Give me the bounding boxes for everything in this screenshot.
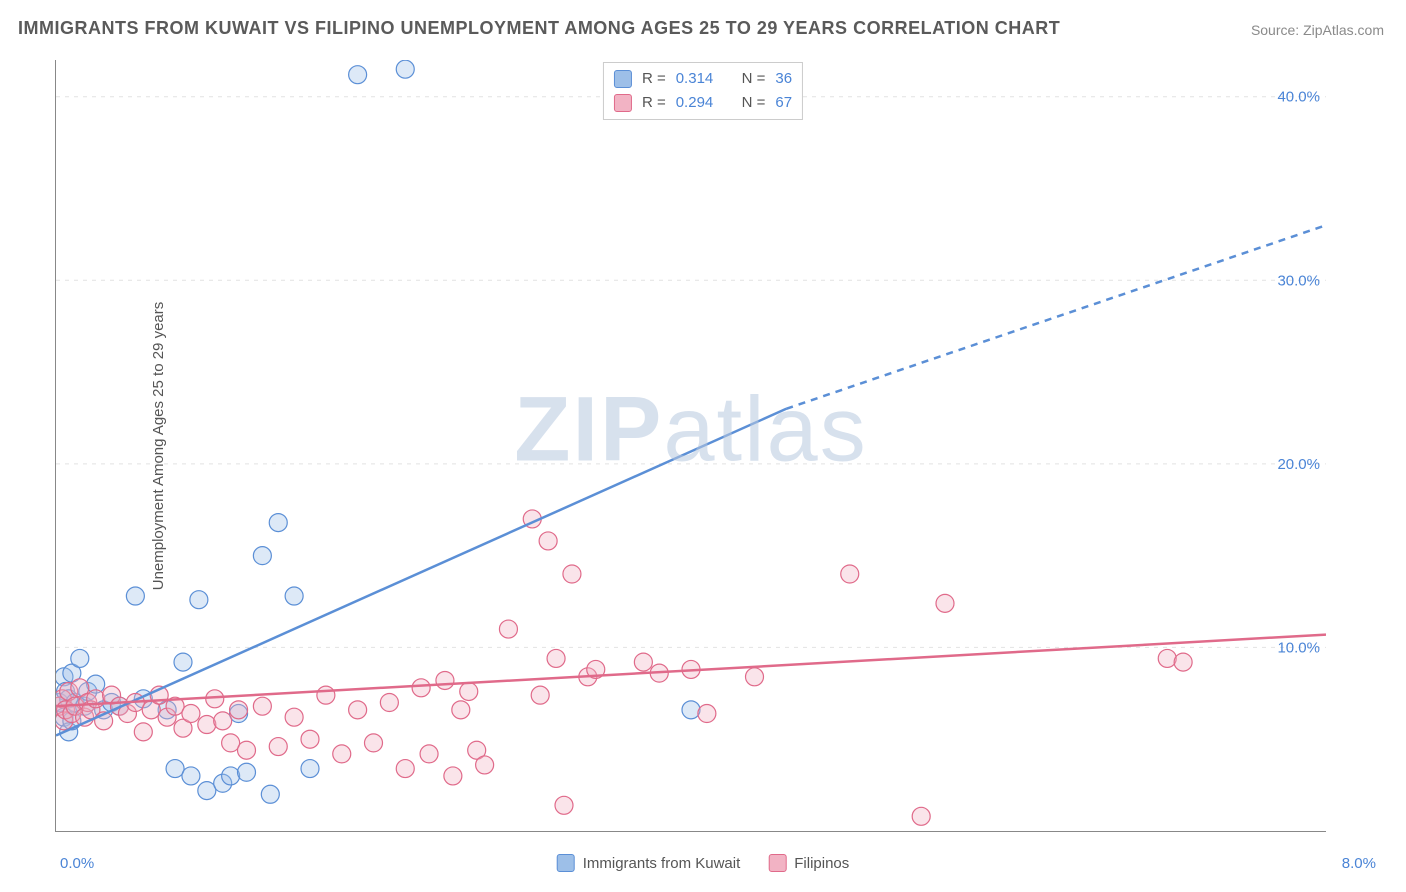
series-label-filipinos: Filipinos [794,855,849,872]
legend-row-kuwait: R = 0.314 N = 36 [614,67,792,91]
svg-text:30.0%: 30.0% [1277,272,1320,289]
svg-text:20.0%: 20.0% [1277,456,1320,473]
plot-area: ZIPatlas 10.0%20.0%30.0%40.0% [55,60,1326,832]
legend-item-kuwait: Immigrants from Kuwait [557,854,741,872]
swatch-kuwait [557,854,575,872]
svg-text:40.0%: 40.0% [1277,89,1320,106]
swatch-filipinos [768,854,786,872]
series-label-kuwait: Immigrants from Kuwait [583,855,741,872]
x-axis-max-label: 8.0% [1342,855,1376,872]
r-label: R = [642,91,666,115]
x-axis-min-label: 0.0% [60,855,94,872]
legend-item-filipinos: Filipinos [768,854,849,872]
r-value-filipinos: 0.294 [676,91,714,115]
chart-title: IMMIGRANTS FROM KUWAIT VS FILIPINO UNEMP… [18,18,1060,39]
source-attribution: Source: ZipAtlas.com [1251,22,1384,38]
series-legend: Immigrants from Kuwait Filipinos [557,854,850,872]
swatch-kuwait [614,70,632,88]
n-label: N = [742,67,766,91]
correlation-legend: R = 0.314 N = 36 R = 0.294 N = 67 [603,62,803,120]
r-value-kuwait: 0.314 [676,67,714,91]
n-value-kuwait: 36 [775,67,792,91]
chart-svg: 10.0% 20.0% 30.0% 40.0% [56,60,1326,831]
swatch-filipinos [614,94,632,112]
svg-text:10.0%: 10.0% [1277,639,1320,656]
r-label: R = [642,67,666,91]
n-label: N = [742,91,766,115]
n-value-filipinos: 67 [775,91,792,115]
legend-row-filipinos: R = 0.294 N = 67 [614,91,792,115]
